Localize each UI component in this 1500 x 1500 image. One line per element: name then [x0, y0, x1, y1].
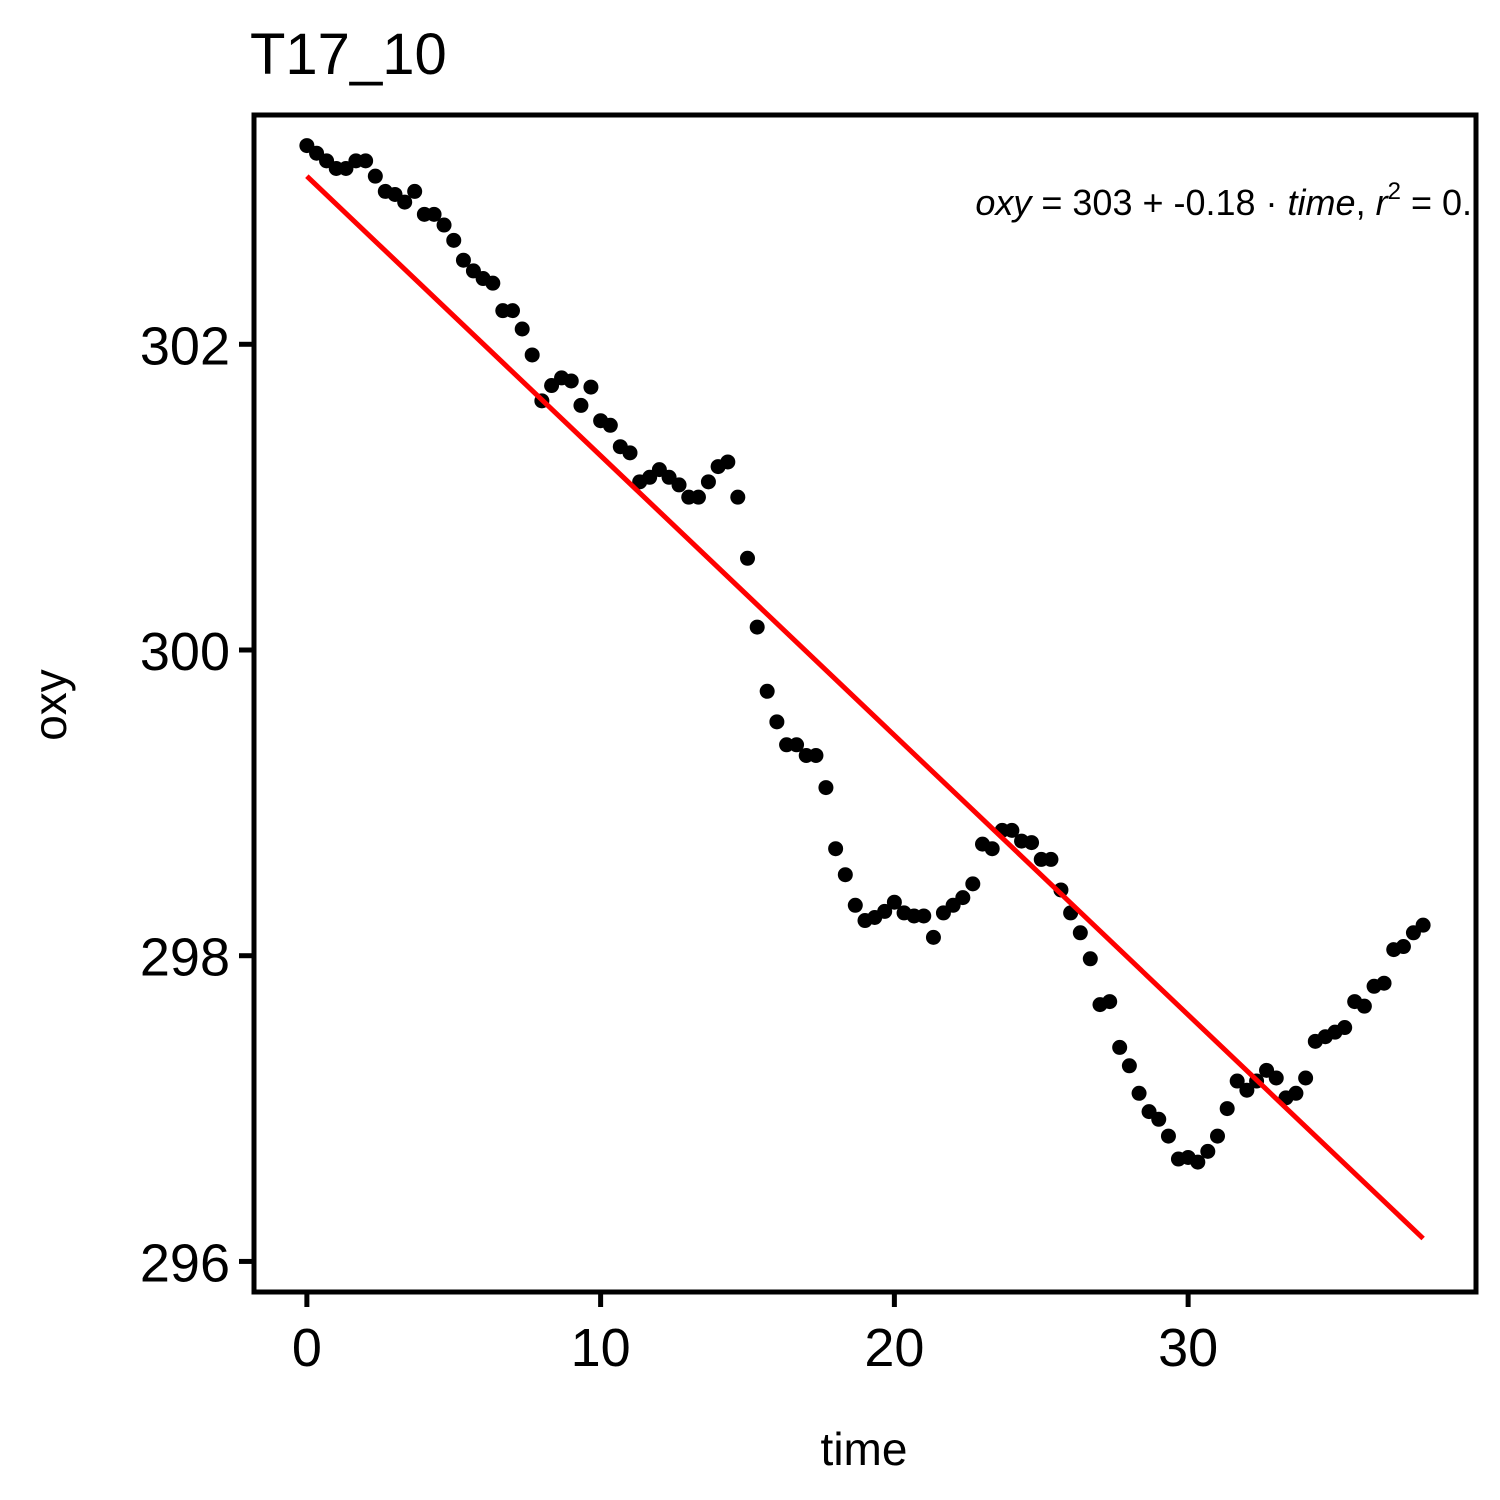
data-point	[1200, 1143, 1216, 1159]
data-point	[1268, 1070, 1284, 1086]
chart-title: T17_10	[250, 22, 447, 87]
data-point	[1121, 1058, 1137, 1074]
data-point	[1151, 1111, 1167, 1127]
y-tick-label: 302	[140, 316, 230, 376]
data-point	[789, 737, 805, 753]
data-point	[837, 867, 853, 883]
regression-line	[305, 174, 1425, 1241]
data-point	[740, 550, 755, 566]
r-squared-value: = 0.	[1401, 182, 1472, 223]
data-point	[730, 489, 746, 505]
data-point	[759, 683, 775, 699]
equation-lhs: oxy	[975, 182, 1033, 223]
y-axis-title: oxy	[24, 669, 76, 741]
y-tick-label: 296	[140, 1233, 230, 1293]
plot-panel-border	[251, 112, 1479, 1295]
data-point	[1210, 1128, 1225, 1144]
data-point	[690, 489, 706, 505]
data-point	[397, 194, 413, 210]
data-point	[1190, 1154, 1206, 1170]
data-point	[622, 445, 638, 461]
r-squared-exponent: 2	[1388, 178, 1401, 205]
data-point	[1298, 1070, 1314, 1086]
data-point	[818, 780, 834, 796]
data-point	[455, 252, 471, 268]
data-point	[407, 183, 423, 199]
data-point	[720, 454, 736, 470]
data-point	[485, 275, 501, 291]
data-point	[1024, 835, 1040, 851]
data-point	[514, 321, 530, 337]
data-point	[769, 714, 785, 730]
data-point	[1112, 1039, 1128, 1055]
data-point	[367, 168, 383, 184]
data-point	[916, 908, 932, 924]
data-point	[925, 929, 941, 945]
equation-separator: ,	[1356, 182, 1376, 223]
r-squared-symbol: r	[1376, 182, 1390, 223]
data-point	[1376, 975, 1392, 991]
data-point	[358, 153, 374, 169]
data-point	[1160, 1128, 1176, 1144]
data-point	[436, 217, 452, 233]
data-point	[1356, 998, 1372, 1014]
data-point	[505, 303, 520, 319]
data-point	[955, 890, 971, 906]
data-point	[1415, 917, 1431, 933]
data-point	[984, 841, 1000, 857]
data-point	[1053, 882, 1069, 898]
data-point	[602, 417, 618, 433]
data-point	[1395, 939, 1411, 955]
equation-body: = 303 + -0.18 ·	[1031, 182, 1287, 223]
data-point	[573, 397, 589, 413]
data-point	[671, 477, 687, 493]
data-point	[1288, 1085, 1304, 1101]
data-point	[1072, 925, 1088, 941]
x-tick-label: 0	[292, 1318, 322, 1378]
data-point	[847, 897, 863, 913]
y-tick-label: 298	[140, 928, 230, 988]
data-point	[1082, 951, 1098, 967]
data-point	[1043, 851, 1059, 867]
x-axis: 0 10 20 30	[292, 1292, 1218, 1378]
data-point	[808, 747, 824, 763]
y-axis: 296 298 300 302	[140, 316, 254, 1293]
data-point	[700, 474, 716, 490]
data-point	[828, 841, 844, 857]
data-point	[1004, 822, 1020, 838]
data-point	[1239, 1082, 1255, 1098]
y-tick-label: 300	[140, 622, 230, 682]
x-tick-label: 10	[571, 1318, 631, 1378]
x-tick-label: 20	[864, 1318, 924, 1378]
data-point	[749, 619, 765, 635]
data-point	[524, 347, 540, 363]
x-tick-label: 30	[1158, 1318, 1218, 1378]
data-point	[583, 379, 599, 395]
data-points	[299, 138, 1431, 1170]
data-point	[886, 894, 902, 910]
data-point	[446, 232, 462, 248]
data-point	[426, 206, 442, 222]
data-point	[1131, 1085, 1147, 1101]
data-point	[1102, 994, 1118, 1010]
data-point	[1337, 1020, 1353, 1036]
data-point	[965, 876, 981, 892]
data-point	[563, 373, 579, 389]
data-point	[877, 903, 893, 919]
data-point	[1229, 1073, 1245, 1089]
equation-variable: time	[1288, 182, 1356, 223]
x-axis-title: time	[821, 1423, 908, 1475]
regression-equation: oxy = 303 + -0.18 · time, r2 = 0.	[975, 178, 1472, 223]
data-point	[1219, 1101, 1235, 1117]
